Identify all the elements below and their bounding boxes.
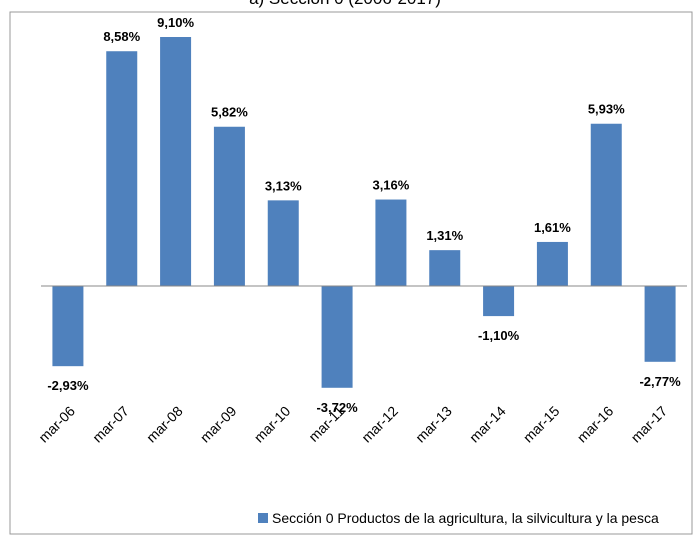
value-label: 3,16% bbox=[372, 178, 409, 193]
bar bbox=[213, 126, 245, 286]
value-label: 1,31% bbox=[426, 228, 463, 243]
value-label: 3,13% bbox=[265, 178, 302, 193]
bar bbox=[267, 200, 299, 286]
legend-swatch bbox=[258, 513, 268, 523]
value-label: -2,93% bbox=[47, 378, 89, 393]
value-label: 9,10% bbox=[157, 15, 194, 30]
value-label: -1,10% bbox=[478, 328, 520, 343]
bar bbox=[644, 286, 676, 362]
bar bbox=[429, 250, 461, 286]
bar bbox=[590, 123, 622, 286]
value-label: -3,72% bbox=[316, 400, 358, 415]
value-label: 5,93% bbox=[588, 102, 625, 117]
value-label: -2,77% bbox=[639, 374, 681, 389]
bar bbox=[375, 199, 407, 286]
bar bbox=[106, 51, 138, 286]
value-label: 8,58% bbox=[103, 29, 140, 44]
bar bbox=[536, 241, 568, 286]
value-label: 5,82% bbox=[211, 105, 248, 120]
bar bbox=[160, 37, 192, 286]
bar bbox=[321, 286, 353, 388]
legend-label: Sección 0 Productos de la agricultura, l… bbox=[272, 510, 659, 526]
bar bbox=[52, 286, 84, 367]
chart-title: a) Sección 0 (2006-2017) bbox=[249, 0, 441, 8]
bar bbox=[483, 286, 515, 317]
value-label: 1,61% bbox=[534, 220, 571, 235]
